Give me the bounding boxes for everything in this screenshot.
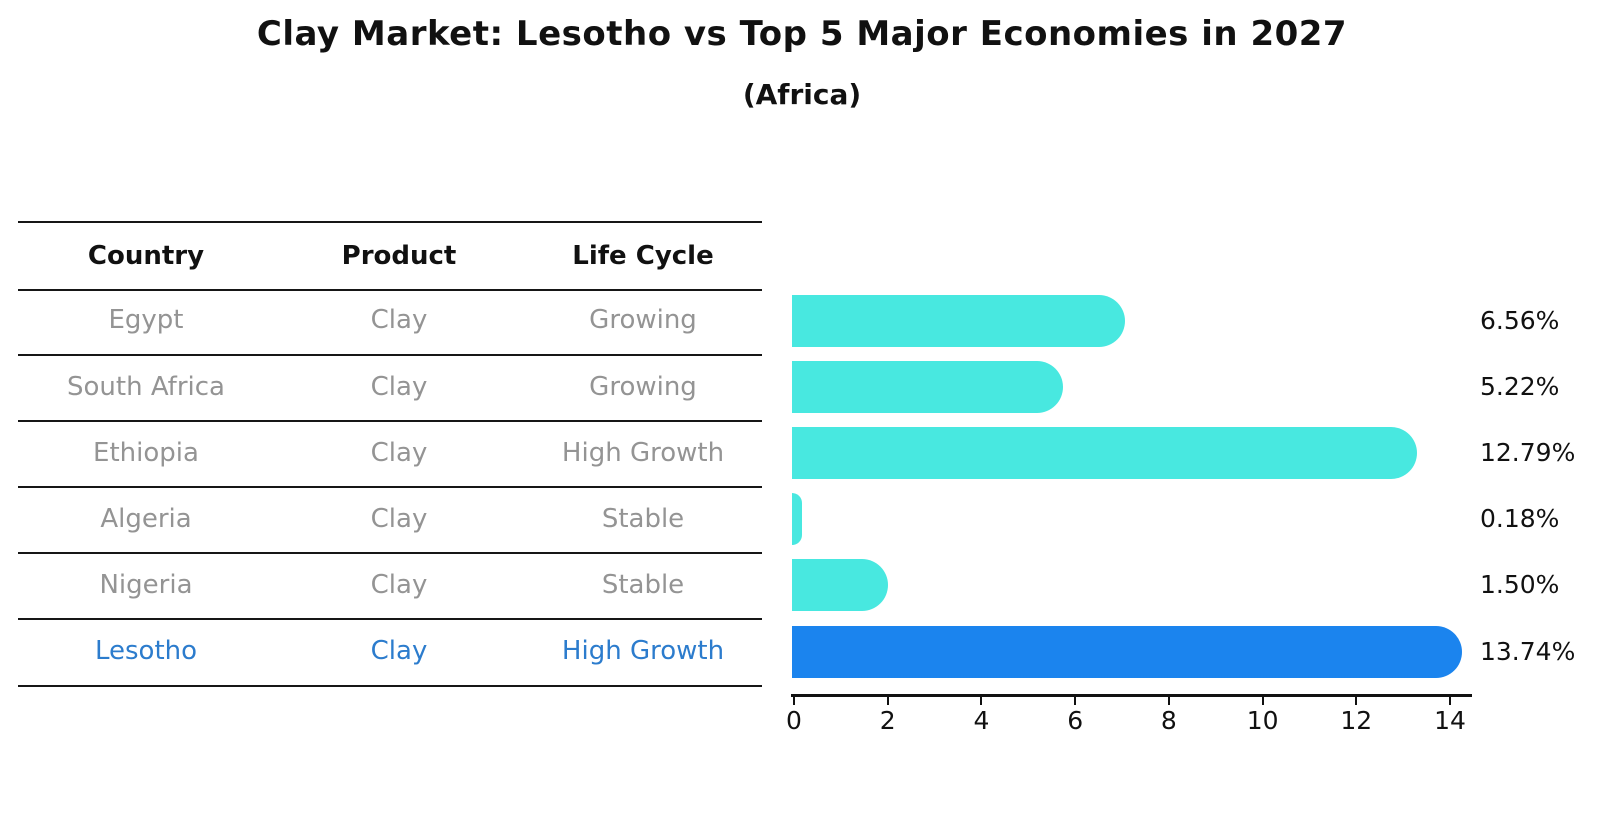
x-tick-mark: [1074, 696, 1077, 705]
x-tick-label: 14: [1434, 706, 1466, 735]
table-row: Algeria Clay Stable: [18, 486, 762, 555]
cell-product: Clay: [370, 305, 428, 336]
bar: [792, 294, 1126, 347]
chart-subtitle: (Africa): [742, 78, 862, 111]
table-row: Egypt Clay Growing: [18, 287, 762, 356]
x-tick-label: 0: [786, 706, 802, 735]
bar: [792, 360, 1063, 413]
x-tick-label: 10: [1246, 706, 1279, 735]
x-tick-mark: [886, 696, 889, 705]
bar-value-label: 12.79%: [1480, 437, 1576, 467]
cell-life-cycle: Stable: [601, 504, 685, 535]
x-tick-label: 12: [1340, 706, 1373, 735]
cell-product: Clay: [370, 437, 428, 468]
x-tick-mark: [1355, 696, 1358, 705]
bar: [792, 493, 803, 546]
bar-value-label: 0.18%: [1480, 504, 1560, 534]
cell-life-cycle: High Growth: [561, 437, 725, 468]
cell-product: Clay: [370, 570, 428, 601]
cell-life-cycle: Stable: [601, 570, 685, 601]
cell-country: Ethiopia: [93, 437, 199, 468]
x-tick-label: 4: [973, 706, 990, 735]
cell-country: Lesotho: [94, 636, 198, 667]
bar-value-label: 6.56%: [1480, 305, 1560, 335]
x-tick-mark: [793, 696, 795, 705]
cell-product: Clay: [370, 636, 428, 667]
cell-product: Clay: [370, 504, 428, 535]
cell-country: Algeria: [100, 504, 192, 535]
bar-value-label: 13.74%: [1480, 636, 1576, 666]
x-axis-line: [791, 694, 1472, 697]
bar-value-label: 5.22%: [1480, 371, 1560, 401]
x-tick-mark: [1261, 696, 1264, 705]
x-tick-mark: [1167, 696, 1170, 705]
table-row: Nigeria Clay Stable: [18, 552, 762, 621]
cell-life-cycle: Growing: [589, 305, 697, 336]
x-tick-label: 8: [1160, 706, 1177, 735]
x-tick-mark: [1449, 696, 1452, 705]
column-header-country: Country: [87, 241, 205, 271]
x-tick-label: 6: [1067, 706, 1084, 735]
table-header-row: Country Product Life Cycle: [18, 221, 762, 291]
cell-life-cycle: Growing: [589, 371, 697, 402]
bar-value-label: 1.50%: [1480, 570, 1560, 600]
bar: [792, 426, 1418, 479]
chart-title: Clay Market: Lesotho vs Top 5 Major Econ…: [256, 14, 1348, 54]
bar: [792, 559, 889, 612]
x-tick-mark: [980, 696, 983, 705]
column-header-life-cycle: Life Cycle: [572, 241, 714, 271]
table-row: South Africa Clay Growing: [18, 354, 762, 422]
x-tick-label: 2: [879, 706, 896, 735]
table-row: Lesotho Clay High Growth: [18, 618, 762, 687]
cell-country: South Africa: [67, 371, 225, 402]
cell-product: Clay: [370, 371, 428, 402]
table-row: Ethiopia Clay High Growth: [18, 420, 762, 488]
cell-country: Nigeria: [99, 570, 193, 601]
cell-country: Egypt: [108, 305, 184, 336]
column-header-product: Product: [341, 241, 457, 271]
bar-highlight: [792, 625, 1462, 678]
cell-life-cycle: High Growth: [561, 636, 725, 667]
